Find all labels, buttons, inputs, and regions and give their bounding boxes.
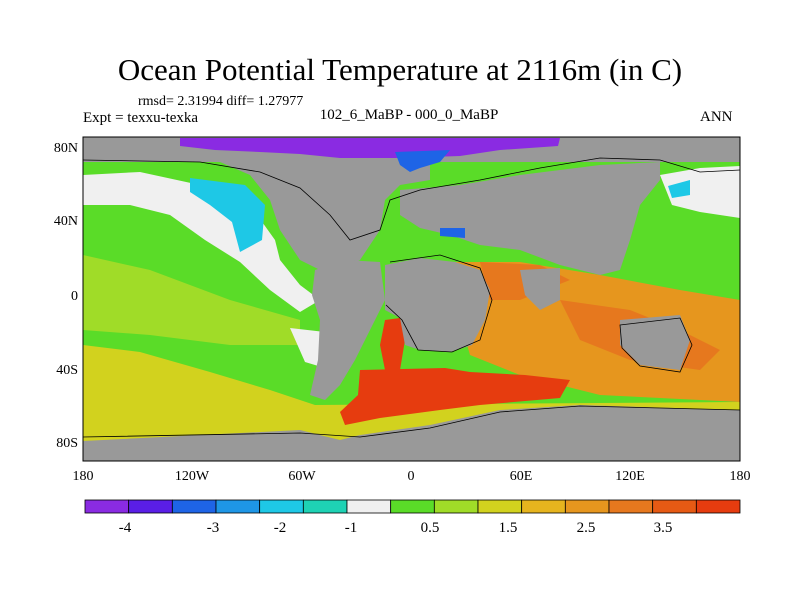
south-america-land bbox=[310, 260, 385, 400]
x-tick-180w: 180 bbox=[73, 469, 94, 484]
colorbar-swatch bbox=[259, 499, 304, 514]
colorbar-swatch bbox=[215, 499, 261, 514]
colorbar-label: -1 bbox=[345, 520, 358, 536]
colorbar-label: 0.5 bbox=[421, 520, 440, 536]
coastline-australia bbox=[619, 317, 693, 373]
eurasia-land bbox=[400, 162, 660, 275]
arctic-blue-field bbox=[395, 150, 450, 172]
colorbar-swatch bbox=[390, 499, 435, 514]
colorbar-swatch bbox=[652, 499, 697, 514]
coastline-antarctica bbox=[82, 405, 741, 438]
ne-pacific-cyan-field bbox=[668, 180, 690, 198]
colorbar-swatch bbox=[171, 499, 217, 514]
map-frame bbox=[82, 136, 741, 462]
season-label: ANN bbox=[700, 109, 733, 125]
colorbar-swatch bbox=[564, 499, 610, 514]
colorbar-label: -4 bbox=[119, 520, 132, 536]
x-tick-0: 0 bbox=[408, 469, 415, 484]
colorbar-swatch bbox=[84, 499, 130, 514]
north-pacific-cyan-field bbox=[190, 178, 265, 252]
x-tick-120w: 120W bbox=[175, 469, 210, 484]
map-panel bbox=[82, 136, 741, 462]
y-tick-0: 0 bbox=[71, 289, 78, 304]
colorbar bbox=[84, 499, 741, 514]
africa-land bbox=[385, 258, 490, 352]
y-tick-80n: 80N bbox=[54, 141, 78, 156]
colorbar-labels: -4 -3 -2 -1 0.5 1.5 2.5 3.5 bbox=[119, 520, 673, 536]
x-tick-180e: 180 bbox=[730, 469, 751, 484]
colorbar-swatch bbox=[302, 499, 348, 514]
period-label: 102_6_MaBP - 000_0_MaBP bbox=[319, 107, 499, 123]
arctic-purple-field bbox=[180, 138, 560, 158]
south-pacific-white-field bbox=[290, 328, 325, 368]
colorbar-swatch bbox=[521, 499, 566, 514]
x-axis: 180 120W 60W 0 60E 120E 180 bbox=[73, 469, 751, 484]
colorbar-swatch bbox=[608, 499, 654, 514]
north-pacific-field bbox=[83, 255, 300, 345]
north-america-land bbox=[130, 162, 430, 275]
australia-land bbox=[620, 315, 690, 370]
south-atlantic-red-field bbox=[380, 318, 405, 370]
colorbar-label: 3.5 bbox=[654, 520, 673, 536]
experiment-label: Expt = texxu-texka bbox=[83, 110, 199, 126]
colorbar-swatch bbox=[346, 499, 392, 514]
x-tick-60w: 60W bbox=[288, 469, 316, 484]
colorbar-label: -3 bbox=[207, 520, 220, 536]
coastlines bbox=[82, 157, 741, 438]
north-pacific-white-field bbox=[83, 172, 320, 312]
antarctica-land bbox=[83, 405, 740, 461]
coastline-north bbox=[82, 157, 741, 241]
colorbar-label: 2.5 bbox=[577, 520, 596, 536]
x-tick-120e: 120E bbox=[615, 469, 645, 484]
colorbar-swatch bbox=[695, 499, 741, 514]
colorbar-label: -2 bbox=[274, 520, 287, 536]
x-tick-60e: 60E bbox=[510, 469, 533, 484]
stats-text: rmsd= 2.31994 diff= 1.27977 bbox=[138, 94, 304, 109]
coastline-africa bbox=[385, 254, 493, 353]
y-tick-40s: 40S bbox=[56, 363, 78, 378]
colorbar-swatch bbox=[433, 499, 479, 514]
y-tick-40n: 40N bbox=[54, 214, 78, 229]
colorbar-swatch bbox=[128, 499, 173, 514]
y-tick-80s: 80S bbox=[56, 436, 78, 451]
med-blue-field bbox=[440, 228, 465, 238]
y-axis: 80N 40N 0 40S 80S bbox=[54, 141, 78, 451]
chart-title: Ocean Potential Temperature at 2116m (in… bbox=[117, 52, 683, 87]
ne-pacific-white-field bbox=[660, 166, 740, 218]
colorbar-label: 1.5 bbox=[499, 520, 518, 536]
southern-ocean-red-field bbox=[340, 368, 570, 425]
colorbar-swatch bbox=[477, 499, 523, 514]
india-land bbox=[520, 268, 560, 310]
